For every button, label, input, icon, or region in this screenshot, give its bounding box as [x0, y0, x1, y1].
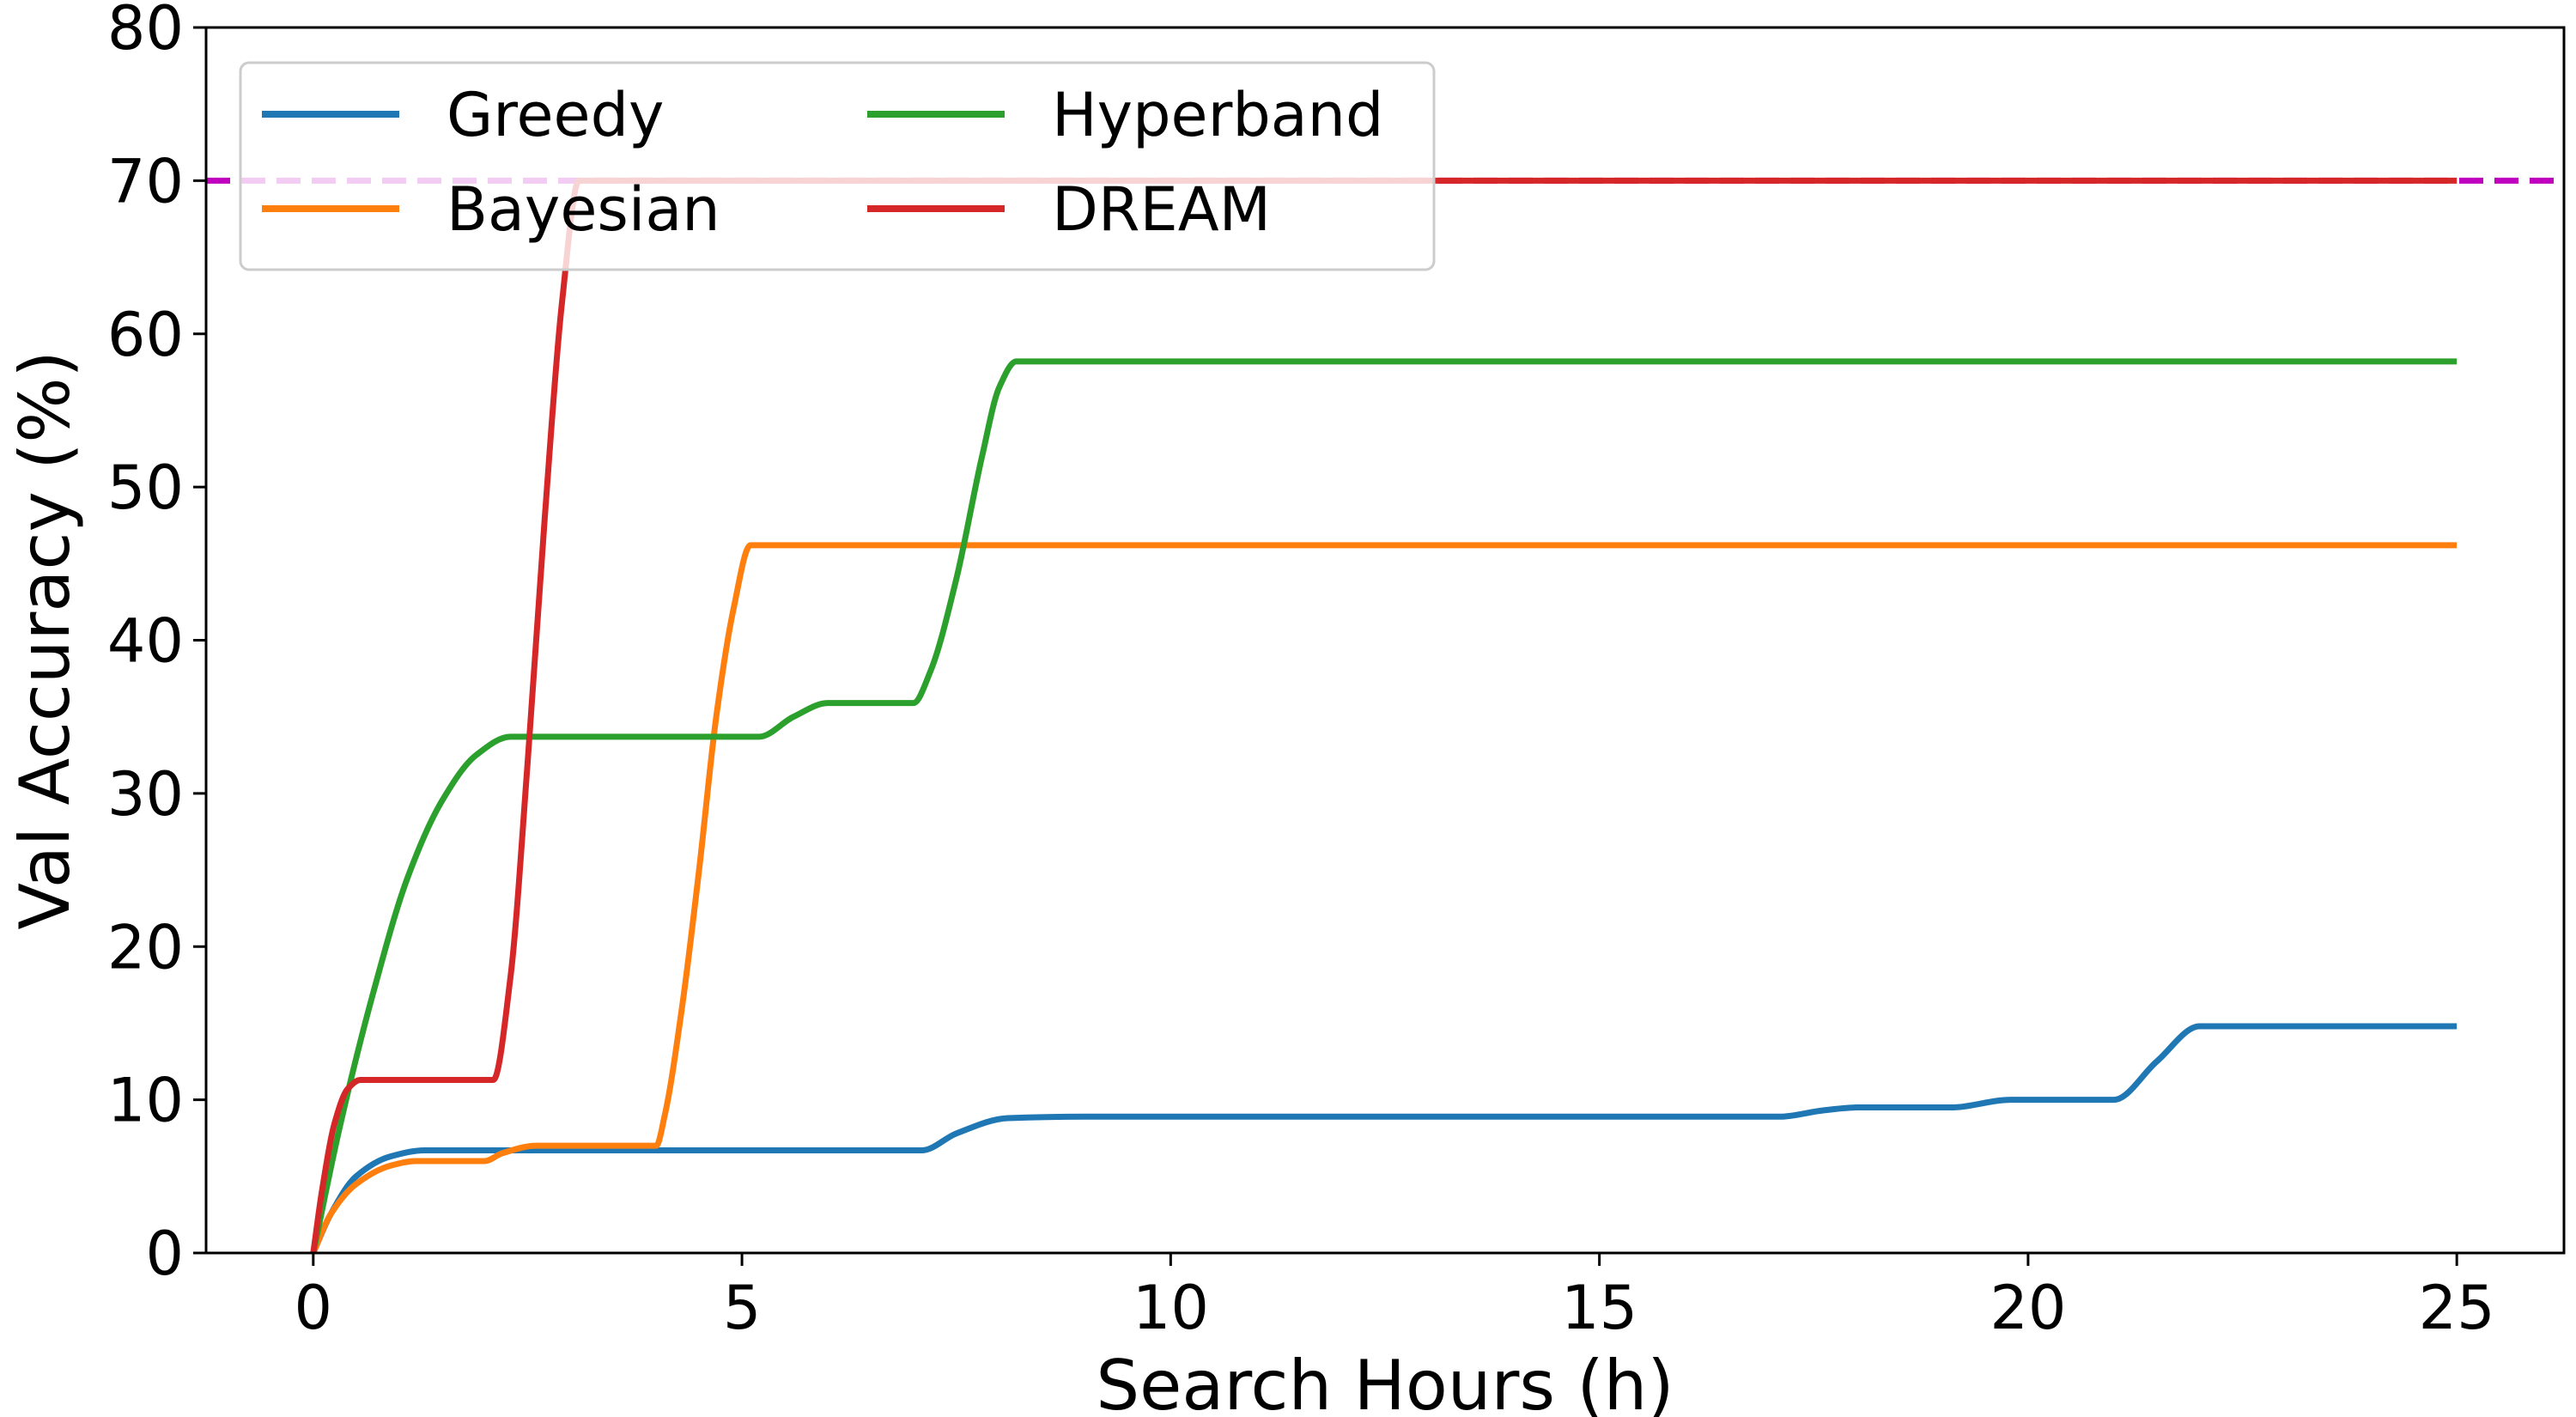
y-tick-label: 60: [107, 300, 184, 370]
x-tick-label: 20: [1990, 1273, 2066, 1343]
series-line-bayesian: [310, 542, 2458, 1255]
y-tick-label: 20: [107, 912, 184, 982]
y-axis-label: Val Accuracy (%): [5, 350, 85, 929]
legend-label: Greedy: [447, 80, 664, 150]
legend-label: Bayesian: [447, 174, 720, 245]
x-tick-label: 25: [2419, 1273, 2495, 1343]
x-axis-label: Search Hours (h): [1096, 1346, 1674, 1417]
y-tick-label: 80: [107, 0, 184, 64]
legend-label: DREAM: [1052, 174, 1271, 245]
y-tick-label: 0: [145, 1219, 184, 1289]
x-tick-label: 0: [295, 1273, 333, 1343]
y-tick-label: 50: [107, 453, 184, 523]
x-tick-label: 15: [1561, 1273, 1637, 1343]
legend: Greedy Bayesian Hyperband DREAM: [239, 61, 1436, 271]
legend-label: Hyperband: [1052, 80, 1383, 150]
y-tick-label: 30: [107, 759, 184, 830]
x-tick-label: 10: [1133, 1273, 1209, 1343]
series-line-dream: [310, 177, 2458, 1254]
y-tick-label: 40: [107, 606, 184, 677]
x-tick-label: 5: [723, 1273, 762, 1343]
series-line-greedy: [310, 1023, 2458, 1255]
y-tick-label: 70: [107, 146, 184, 216]
legend-box: [239, 61, 1436, 271]
y-tick-label: 10: [107, 1066, 184, 1136]
series-line-hyperband: [310, 358, 2458, 1254]
